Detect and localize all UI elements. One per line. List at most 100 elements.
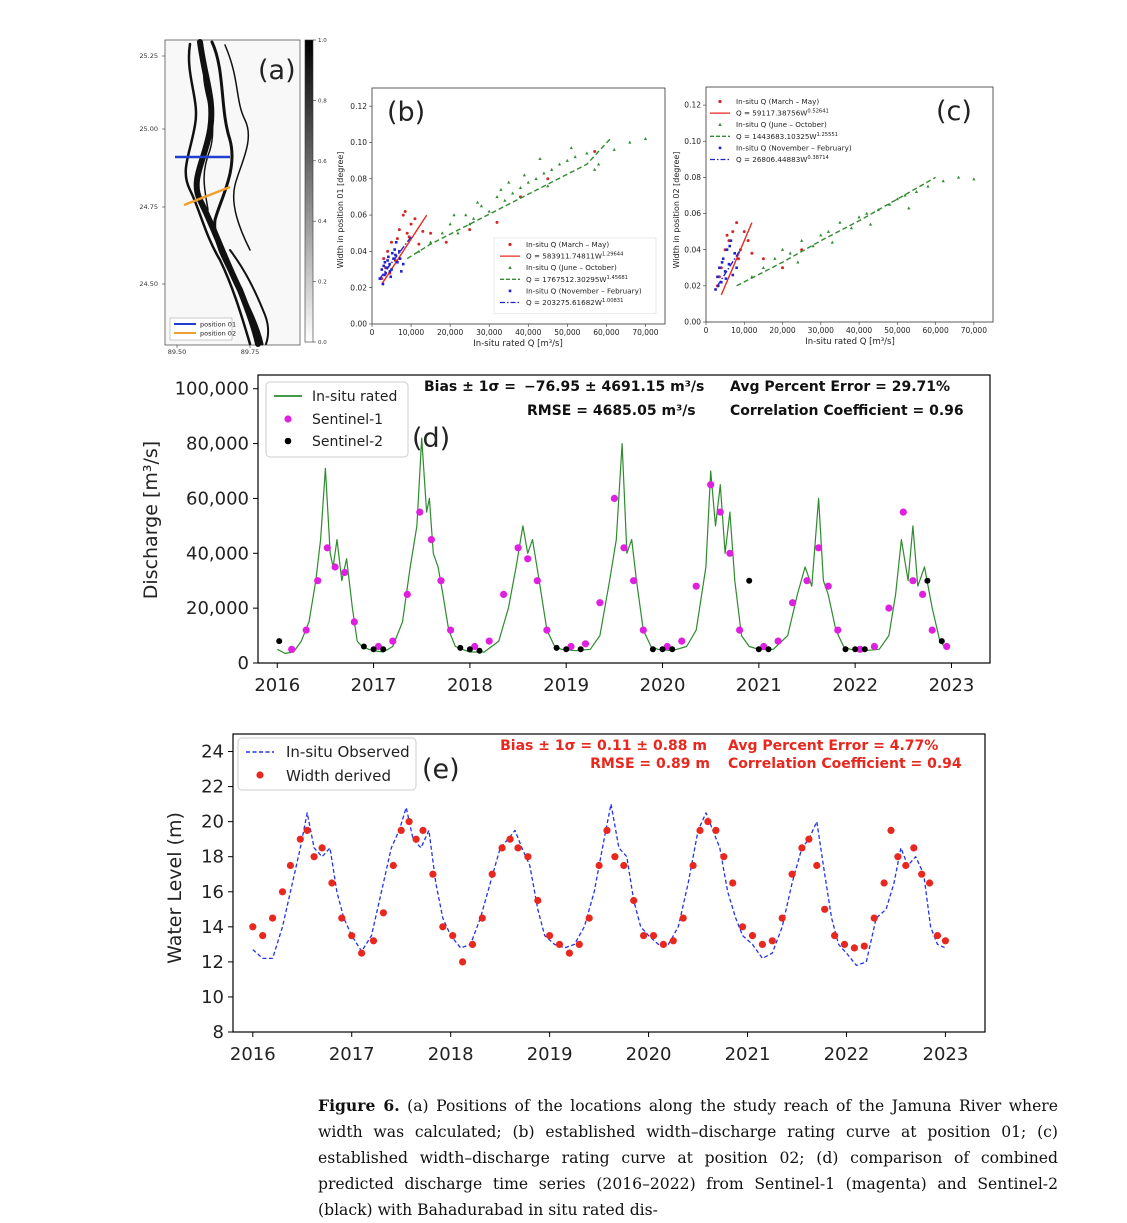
e-point-width-derived [318, 844, 326, 852]
c-point-june-oct [868, 222, 873, 226]
c-point-june-oct [811, 244, 815, 248]
c-point-june-oct [907, 206, 911, 210]
e-point-width-derived [555, 940, 564, 949]
panel-c-scatter: 0.12 0.10 0.08 0.06 0.04 0.02 0.00 0 10,000 20,0… [672, 86, 994, 347]
d-point-sentinel-2 [466, 646, 473, 653]
e-x-tick-label: 2023 [923, 1044, 969, 1065]
c-point-june-oct [849, 226, 854, 230]
d-point-sentinel-1 [567, 642, 575, 651]
d-point-sentinel-1 [485, 637, 493, 645]
c-point-march-may [735, 221, 739, 225]
c-point-june-oct [796, 260, 800, 264]
d-point-sentinel-1 [678, 637, 686, 645]
e-point-width-derived [739, 923, 747, 931]
d-point-sentinel-2 [924, 577, 931, 584]
c-point-june-oct [895, 197, 899, 201]
e-point-width-derived [918, 870, 926, 878]
b-x-tick-label: 60,000 [593, 328, 619, 337]
c-legend-text: In-situ Q (November – February) [736, 143, 852, 152]
b-point-march-may [593, 150, 597, 154]
c-point-june-oct [800, 238, 804, 242]
e-point-width-derived [468, 940, 477, 949]
b-point-march-may [401, 213, 405, 217]
b-legend-exponent: 1.00831 [602, 298, 623, 304]
e-y-tick-label: 20 [201, 812, 224, 833]
b-point-june-oct [593, 167, 597, 171]
b-point-nov-feb [384, 271, 387, 275]
c-point-march-may [742, 230, 746, 234]
b-legend-text: Q = 203275.61682W [526, 298, 602, 307]
c-legend-label: In-situ Q (November – February) [736, 143, 852, 152]
c-x-tick-label: 30,000 [808, 326, 834, 335]
plot-b-x-ticks: 0 10,000 20,000 30,000 40,000 50,000 60,000 70,… [370, 324, 659, 337]
panel-b-scatter: 0.12 0.10 0.08 0.06 0.04 0.02 0.00 0 10,000 20,0… [336, 87, 666, 349]
d-x-tick-label: 2020 [640, 675, 686, 696]
b-point-nov-feb [382, 264, 386, 268]
c-point-june-oct [773, 256, 777, 260]
d-point-sentinel-1 [789, 599, 797, 607]
d-point-sentinel-1 [928, 626, 936, 634]
d-point-sentinel-1 [909, 577, 917, 585]
e-point-width-derived [926, 879, 934, 887]
plot-e-marks [249, 803, 950, 967]
c-y-tick-label: 0.06 [684, 209, 701, 218]
e-point-width-derived [887, 826, 895, 835]
legend-sentinel2-swatch [284, 437, 292, 445]
d-point-sentinel-2 [563, 646, 570, 653]
b-point-nov-feb [398, 250, 401, 253]
c-legend-exponent: 1.25551 [817, 132, 838, 138]
d-point-sentinel-1 [314, 577, 322, 585]
e-point-width-derived [514, 844, 522, 852]
b-point-june-oct [499, 187, 503, 191]
b-point-june-oct [511, 191, 515, 195]
c-y-tick-label: 0.02 [684, 281, 701, 290]
plot-e-ylabel: Water Level (m) [164, 812, 186, 964]
legend-position-02: position 02 [200, 330, 236, 338]
e-x-tick-label: 2022 [824, 1044, 870, 1065]
river-channel-6 [229, 249, 270, 345]
d-point-sentinel-2 [861, 646, 868, 653]
c-point-march-may [731, 230, 735, 234]
b-point-nov-feb [380, 268, 384, 271]
d-point-sentinel-1 [736, 626, 744, 634]
e-point-width-derived [870, 914, 878, 922]
e-point-width-derived [278, 888, 287, 896]
c-point-nov-feb [735, 266, 738, 270]
c-point-june-oct [788, 251, 792, 255]
b-point-march-may [546, 177, 550, 181]
e-point-width-derived [286, 861, 294, 870]
d-point-sentinel-1 [323, 544, 331, 552]
b-point-march-may [405, 231, 409, 235]
e-point-width-derived [941, 937, 950, 945]
c-x-tick-label: 0 [704, 326, 709, 335]
legend-width-derived: Width derived [286, 767, 391, 785]
panel-a-label: (a) [258, 55, 296, 86]
d-point-sentinel-1 [760, 642, 768, 651]
e-point-width-derived [534, 896, 542, 905]
b-point-june-oct [643, 137, 648, 141]
d-point-sentinel-2 [649, 646, 656, 653]
e-y-tick-label: 24 [201, 742, 224, 763]
b-point-nov-feb [390, 268, 393, 271]
e-point-width-derived [679, 914, 687, 922]
b-legend-label: In-situ Q (March – May) [526, 240, 609, 249]
e-point-width-derived [379, 909, 387, 917]
d-point-sentinel-1 [774, 637, 782, 645]
d-point-sentinel-1 [834, 626, 842, 634]
d-point-sentinel-1 [824, 582, 832, 590]
d-x-tick-label: 2018 [447, 675, 493, 696]
e-point-width-derived [798, 844, 806, 852]
e-point-width-derived [603, 826, 611, 835]
d-point-sentinel-1 [341, 568, 349, 577]
b-point-march-may [403, 209, 407, 213]
e-point-width-derived [412, 835, 420, 843]
stat-e-cc: Correlation Coefficient = 0.94 [728, 756, 962, 772]
b-point-june-oct [628, 140, 632, 144]
d-point-sentinel-1 [374, 642, 382, 651]
b-point-june-oct [538, 157, 542, 160]
c-point-nov-feb [714, 288, 717, 291]
b-x-tick-label: 0 [370, 328, 375, 337]
d-point-sentinel-2 [370, 646, 377, 653]
b-legend-text: In-situ Q (November – February) [526, 286, 642, 295]
c-point-june-oct [972, 177, 976, 181]
